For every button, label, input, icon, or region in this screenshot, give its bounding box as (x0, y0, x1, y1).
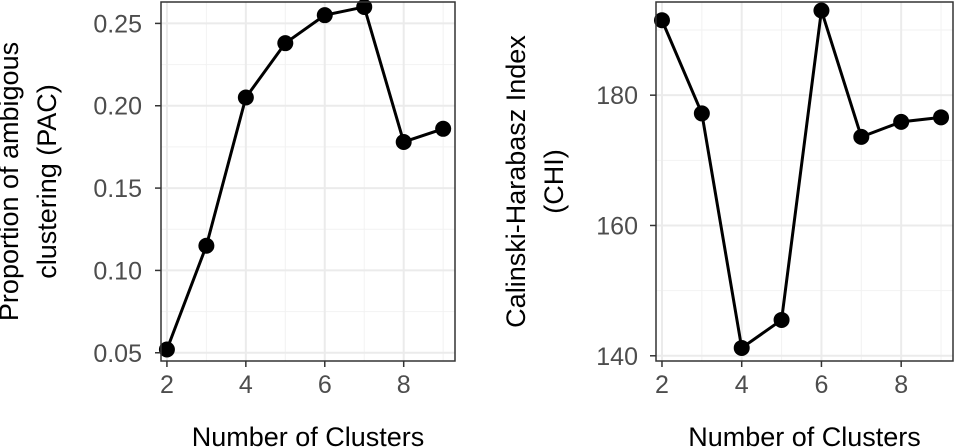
chi-x-tick-label: 2 (655, 371, 669, 399)
chi-x-tick-label: 8 (894, 371, 908, 399)
pac-y-axis-title-line: clustering (PAC) (32, 84, 62, 279)
pac-y-tick-label: 0.20 (93, 93, 142, 121)
chi-x-tick-label: 6 (814, 371, 828, 399)
pac-data-point (237, 89, 254, 106)
pac-data-point (198, 237, 215, 254)
chi-data-point (773, 311, 790, 328)
pac-series-line (165, 5, 444, 351)
chi-y-axis-title-line: Calinski-Harabasz Index (501, 35, 531, 328)
pac-y-axis-title-line: Proportion of ambigous (0, 42, 24, 321)
chi-y-tick-label: 180 (596, 82, 638, 110)
pac-y-tick-label: 0.10 (93, 257, 142, 285)
pac-y-tick-label: 0.15 (93, 175, 142, 203)
chi-panel-border (655, 1, 954, 362)
pac-panel-border (160, 1, 456, 362)
pac-y-tick-label: 0.25 (93, 10, 142, 38)
pac-data-point (158, 341, 175, 358)
pac-data-point (277, 35, 294, 52)
pac-data-point (395, 133, 412, 150)
chi-x-axis-title: Number of Clusters (688, 422, 921, 448)
chi-data-point (653, 12, 670, 29)
pac-x-axis-title: Number of Clusters (192, 422, 425, 448)
pac-x-tick-label: 8 (397, 371, 411, 399)
pac-data-point (435, 120, 452, 137)
chi-data-point (933, 109, 950, 126)
chi-x-tick-label: 4 (735, 371, 749, 399)
pac-data-point (316, 7, 333, 24)
pac-x-tick-label: 4 (239, 371, 253, 399)
pac-x-tick-label: 6 (318, 371, 332, 399)
pac-chart-panel: 2 4 6 8 0.05 0.10 0.15 0.20 0.25 Number of Cluste… (0, 0, 456, 448)
chi-y-tick-label: 160 (596, 212, 638, 240)
pac-x-tick-label: 2 (160, 371, 174, 399)
pac-data-point (356, 0, 373, 15)
chi-data-point (813, 2, 830, 19)
chi-data-point (693, 105, 710, 122)
pac-plot-background (161, 2, 455, 361)
chi-y-axis-title-line: (CHI) (539, 149, 569, 213)
chi-data-point (853, 128, 870, 145)
chi-data-point (893, 113, 910, 130)
chi-y-tick-label: 140 (596, 343, 638, 371)
chi-plot-background (656, 2, 953, 361)
pac-y-tick-label: 0.05 (93, 340, 142, 368)
chi-chart-panel: 2 4 6 8 140 160 180 Number of Clusters Calinski-… (501, 1, 954, 448)
chi-data-point (733, 339, 750, 356)
